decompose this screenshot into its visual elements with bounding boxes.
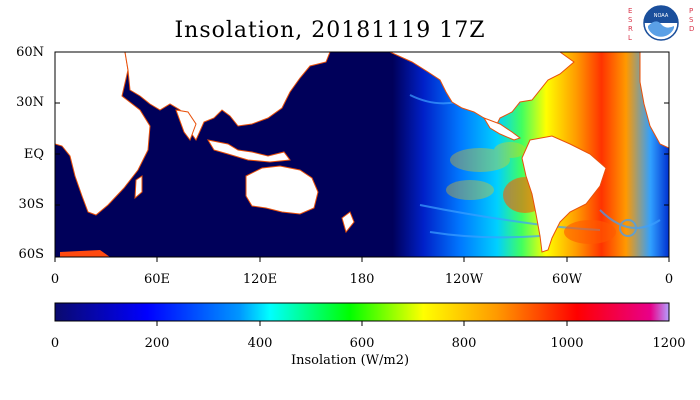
lat-label-eq: EQ	[23, 147, 44, 162]
south-america	[521, 135, 607, 253]
colorbar	[54, 302, 670, 322]
indonesia	[206, 139, 291, 163]
lat-label-60s: 60S	[18, 247, 44, 262]
new-zealand	[341, 211, 355, 234]
map-title: Insolation, 20181119 17Z	[174, 18, 486, 43]
land-masses	[55, 52, 669, 257]
svg-text:L: L	[628, 34, 632, 42]
colorbar-label-0: 0	[50, 336, 60, 351]
colorbar-ticks	[156, 321, 568, 326]
colorbar-label-800: 800	[451, 336, 477, 351]
svg-text:NOAA: NOAA	[654, 13, 669, 19]
lat-label-30n: 30N	[16, 95, 44, 110]
central-america	[482, 117, 522, 141]
asia	[124, 52, 331, 142]
lat-label-30s: 30S	[18, 197, 44, 212]
lon-label-120e: 120E	[242, 272, 278, 287]
svg-text:P: P	[689, 7, 693, 15]
colorbar-label-1000: 1000	[550, 336, 584, 351]
colorbar-title: Insolation (W/m2)	[290, 353, 410, 368]
lat-tick-marks	[55, 51, 669, 258]
lon-label-60w: 60W	[552, 272, 582, 287]
antarctic-edge	[60, 250, 110, 257]
svg-text:R: R	[628, 25, 633, 33]
lat-label-60n: 60N	[16, 45, 44, 60]
colorbar-label-200: 200	[144, 336, 170, 351]
lon-label-60e: 60E	[143, 272, 171, 287]
colorbar-label-600: 600	[349, 336, 375, 351]
lon-label-120w: 120W	[444, 272, 484, 287]
madagascar	[134, 175, 143, 200]
svg-text:E: E	[628, 7, 632, 15]
colorbar-label-1200: 1200	[652, 336, 686, 351]
noaa-logo: E S R L NOAA P S D	[626, 4, 698, 44]
australia	[245, 165, 319, 215]
colorbar-label-400: 400	[247, 336, 273, 351]
europe-right	[639, 52, 669, 149]
noaa-emblem-icon: E S R L NOAA P S D	[628, 5, 694, 42]
cloud-cells	[446, 142, 526, 200]
india	[175, 109, 197, 142]
lon-label-0: 0	[50, 272, 60, 287]
lon-tick-marks	[54, 257, 670, 262]
africa	[55, 52, 151, 216]
lon-label-0-end: 0	[664, 272, 674, 287]
svg-text:S: S	[628, 16, 633, 24]
svg-text:D: D	[689, 25, 694, 33]
lon-label-180: 180	[349, 272, 375, 287]
svg-text:S: S	[689, 16, 694, 24]
